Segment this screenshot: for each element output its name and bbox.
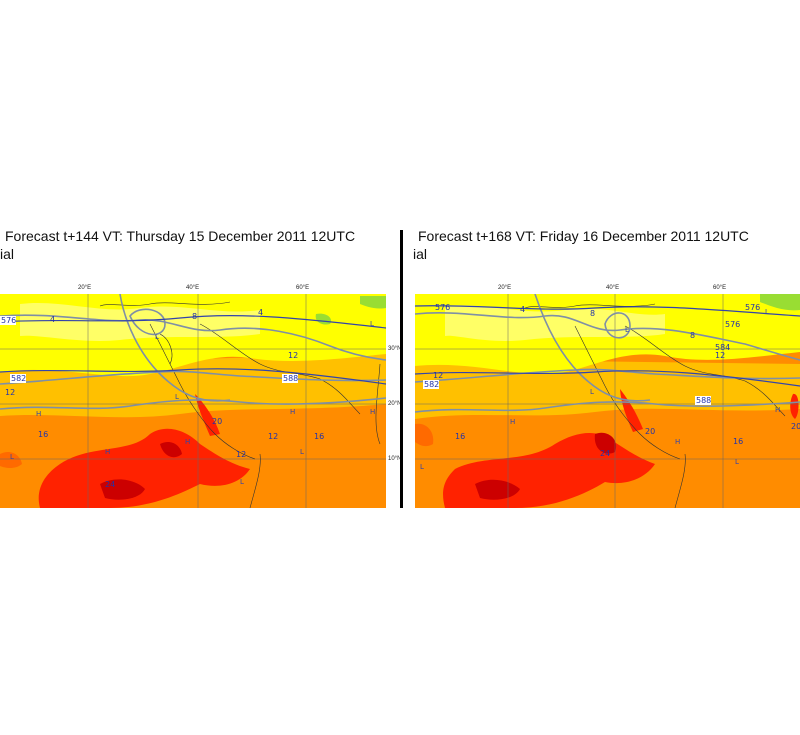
panel-subtitle: ial xyxy=(413,246,428,262)
field-band xyxy=(415,423,434,447)
contour-label: 4 xyxy=(50,315,55,324)
contour-label: 16 xyxy=(733,437,743,446)
contour-label: 24 xyxy=(105,480,115,489)
forecast-panel-t168: Forecast t+168 VT: Friday 16 December 20… xyxy=(410,228,800,508)
lon-label: 20°E xyxy=(78,285,92,291)
pressure-markers: L H L L H L H L xyxy=(420,308,780,471)
contour-label: 582 xyxy=(11,374,26,383)
field-band xyxy=(594,432,617,454)
contour-label: 4 xyxy=(520,305,525,314)
field-band xyxy=(160,442,182,458)
contour-label: 12 xyxy=(288,351,298,360)
low-marker: L xyxy=(300,448,304,456)
contour-label: 8 xyxy=(192,312,197,321)
field-band xyxy=(475,479,520,500)
contour-label: 576 xyxy=(725,320,740,329)
height-contours xyxy=(0,315,386,385)
low-marker: L xyxy=(420,463,424,471)
high-marker: H xyxy=(105,448,110,456)
contour-label: 16 xyxy=(38,430,48,439)
field-band xyxy=(20,302,260,341)
contour-label: 584 xyxy=(715,343,730,352)
low-marker: L xyxy=(625,326,629,334)
lon-label: 40°E xyxy=(606,285,620,291)
lat-label: 10°N xyxy=(388,456,402,462)
field-band xyxy=(195,394,220,436)
field-band xyxy=(760,294,800,311)
pressure-markers: H L L H L H L H L H L xyxy=(10,320,375,486)
panel-title: Forecast t+168 VT: Friday 16 December 20… xyxy=(418,228,749,244)
contour-label: 20 xyxy=(791,422,800,431)
contour-label: 12 xyxy=(236,450,246,459)
contour-label: 20 xyxy=(212,417,222,426)
contour-label: 12 xyxy=(715,351,725,360)
contour-label: 8 xyxy=(590,309,595,318)
contour-label: 12 xyxy=(433,371,443,380)
contour-label: 576 xyxy=(745,303,760,312)
contour-label: 588 xyxy=(283,374,298,383)
high-marker: H xyxy=(510,418,515,426)
field-band xyxy=(790,393,799,419)
lon-label: 40°E xyxy=(186,285,200,291)
contour-label: 588 xyxy=(696,396,711,405)
high-marker: H xyxy=(290,408,295,416)
field-band xyxy=(38,428,250,508)
height-contours xyxy=(415,305,800,387)
graticule xyxy=(0,294,386,508)
low-marker: L xyxy=(735,458,739,466)
contour-label: 582 xyxy=(424,380,439,389)
low-marker: L xyxy=(765,308,769,316)
panel-title: Forecast t+144 VT: Thursday 15 December … xyxy=(5,228,356,244)
high-marker: H xyxy=(370,408,375,416)
lon-label: 20°E xyxy=(498,285,512,291)
contour-label: 16 xyxy=(314,432,324,441)
field-band xyxy=(445,305,665,341)
map-canvas: 576 4 8 4 12 582 588 12 16 20 12 16 24 1… xyxy=(0,294,386,508)
map-canvas: 576 4 8 576 8 576 12 582 588 16 20 24 16… xyxy=(415,294,800,508)
low-marker: L xyxy=(590,388,594,396)
contour-label: 20 xyxy=(645,427,655,436)
low-marker: L xyxy=(175,393,179,401)
forecast-map: 576 4 8 4 12 582 588 12 16 20 12 16 24 1… xyxy=(0,294,386,508)
field-band xyxy=(0,452,22,468)
panel-divider xyxy=(400,230,403,508)
forecast-panel-t144: Forecast t+144 VT: Thursday 15 December … xyxy=(0,228,402,508)
low-marker: L xyxy=(370,320,374,328)
contour-label: 12 xyxy=(268,432,278,441)
forecast-map: 576 4 8 576 8 576 12 582 588 16 20 24 16… xyxy=(415,294,800,508)
lon-label: 60°E xyxy=(713,285,727,291)
thickness-contours xyxy=(0,294,386,410)
field-band xyxy=(100,479,145,500)
low-marker: L xyxy=(155,333,159,341)
coastline xyxy=(99,301,381,508)
high-marker: H xyxy=(675,438,680,446)
contour-label: 576 xyxy=(435,303,450,312)
contour-labels: 576 4 8 4 12 582 588 12 16 20 12 16 24 1… xyxy=(0,308,324,489)
high-marker: H xyxy=(185,438,190,446)
high-marker: H xyxy=(36,410,41,418)
contour-label: 12 xyxy=(5,388,15,397)
contour-labels: 576 4 8 576 8 576 12 582 588 16 20 24 16… xyxy=(423,303,800,458)
low-marker: L xyxy=(10,453,14,461)
lat-label: 30°N xyxy=(388,346,402,352)
contour-label: 8 xyxy=(690,331,695,340)
contour-label: 4 xyxy=(258,308,263,317)
contour-label: 576 xyxy=(1,316,16,325)
high-marker: H xyxy=(775,406,780,414)
contour-label: 24 xyxy=(600,449,610,458)
contour-label: 16 xyxy=(455,432,465,441)
low-marker: L xyxy=(240,478,244,486)
lon-label: 60°E xyxy=(296,285,310,291)
lat-label: 20°N xyxy=(388,401,402,407)
field-band xyxy=(360,296,386,309)
panel-subtitle: ial xyxy=(0,246,15,262)
graticule xyxy=(415,294,800,508)
